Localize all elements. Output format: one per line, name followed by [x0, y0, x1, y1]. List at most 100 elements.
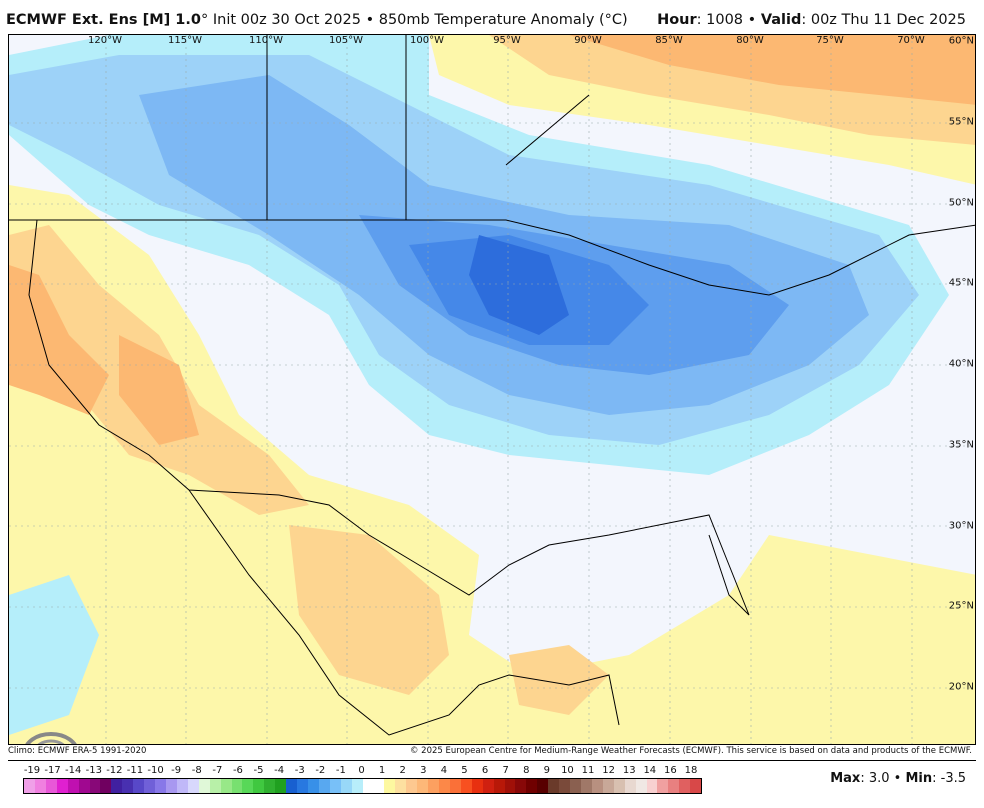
colorbar-label: 14 [643, 765, 657, 776]
max-min-stats: Max: 3.0 • Min: -3.5 [830, 771, 966, 786]
hour-label: Hour [657, 12, 697, 28]
colorbar-swatch [668, 779, 680, 793]
map-shading [9, 35, 975, 744]
colorbar-swatch [471, 779, 483, 793]
colorbar-label: 7 [502, 765, 509, 776]
colorbar-swatch [24, 779, 35, 793]
copyright-note: © 2025 European Centre for Medium-Range … [409, 746, 972, 756]
colorbar-swatch [537, 779, 549, 793]
colorbar-swatch [329, 779, 341, 793]
colorbar-swatch [570, 779, 582, 793]
colorbar-swatch [318, 779, 330, 793]
colorbar-label: 9 [543, 765, 551, 776]
colorbar-label: 3 [420, 765, 427, 776]
colorbar-swatch [45, 779, 57, 793]
cold-anomaly-blue5 [469, 235, 569, 335]
colorbar-swatch [591, 779, 603, 793]
colorbar-label: 13 [622, 765, 636, 776]
colorbar-label: 18 [684, 765, 698, 776]
latitude-label: 40°N [948, 358, 974, 370]
colorbar-swatch [220, 779, 232, 793]
colorbar-label: 4 [440, 765, 448, 776]
longitude-label: 75°W [816, 35, 844, 46]
colorbar-label: -13 [85, 765, 102, 776]
hour-value: : 1008 • [696, 12, 761, 28]
longitude-label: 105°W [329, 35, 363, 46]
colorbar-swatch [679, 779, 691, 793]
colorbar-swatch [122, 779, 134, 793]
colorbar-swatch [624, 779, 636, 793]
colorbar-swatch [34, 779, 46, 793]
longitude-label: 115°W [168, 35, 202, 46]
latitude-label: 45°N [948, 277, 974, 289]
longitude-label: 110°W [249, 35, 283, 46]
colorbar-label: 0 [358, 765, 365, 776]
colorbar-swatch [253, 779, 265, 793]
longitude-label: 100°W [410, 35, 444, 46]
colorbar-swatch [439, 779, 450, 793]
colorbar-labels: -19 -17 -14 -13 -12 -11 -10 -9 -8 -7 -6 -5 -4 -3 -2 -1 0… [23, 765, 700, 777]
colorbar-swatch [417, 779, 429, 793]
divider [8, 760, 976, 761]
colorbar-label: -6 [232, 765, 243, 776]
model-name: ECMWF Ext. Ens [M] 1.0 [6, 12, 201, 28]
colorbar-label: -8 [191, 765, 202, 776]
colorbar-swatch [100, 779, 112, 793]
colorbar-swatch [187, 779, 199, 793]
longitude-label: 95°W [493, 35, 521, 46]
colorbar-swatch [78, 779, 90, 793]
colorbar-label: 5 [461, 765, 468, 776]
colorbar-swatch [515, 779, 527, 793]
colorbar-swatch [165, 779, 177, 793]
warm-anomaly-north-core [569, 35, 975, 105]
colorbar-swatch [198, 779, 210, 793]
colorbar-swatch [602, 779, 614, 793]
longitude-label: 70°W [897, 35, 925, 46]
degree-symbol: ° [201, 12, 209, 28]
colorbar-swatch [559, 779, 571, 793]
colorbar-swatch [176, 779, 188, 793]
warm-anomaly-west-orange [9, 225, 609, 715]
latitude-label: 30°N [948, 520, 974, 531]
colorbar-swatch [275, 779, 287, 793]
colorbar-swatch [264, 779, 276, 793]
chart-title: ECMWF Ext. Ens [M] 1.0° Init 00z 30 Oct … [6, 12, 628, 28]
colorbar-swatch [286, 779, 298, 793]
colorbar-label: -11 [126, 765, 144, 776]
colorbar-swatch [144, 779, 156, 793]
colorbar-swatch [581, 779, 592, 793]
colorbar [23, 778, 702, 794]
colorbar-label: -10 [147, 765, 164, 776]
colorbar-swatch [460, 779, 472, 793]
colorbar-swatch [406, 779, 418, 793]
colorbar-swatch [67, 779, 79, 793]
colorbar-swatch [657, 779, 669, 793]
colorbar-label: 2 [399, 765, 406, 776]
colorbar-swatch [526, 779, 538, 793]
init-text: Init 00z 30 Oct 2025 • 850mb Temperature… [208, 12, 628, 28]
colorbar-swatch [362, 779, 374, 793]
colorbar-swatch [482, 779, 494, 793]
max-value: : 3.0 • [860, 771, 906, 786]
colorbar-swatch [690, 779, 702, 793]
colorbar-swatch [56, 779, 68, 793]
colorbar-swatch [646, 779, 658, 793]
latitude-label: 50°N [948, 197, 974, 208]
weatherbell-logo: WeatherBELL [25, 732, 77, 744]
colorbar-label: -9 [171, 765, 182, 776]
valid-label: Valid [760, 12, 802, 28]
colorbar-label: 1 [378, 765, 386, 776]
warm-anomaly-west-core [9, 265, 199, 445]
latitude-label: 25°N [948, 600, 974, 612]
min-value: : -3.5 [932, 771, 966, 786]
climo-note: Climo: ECMWF ERA-5 1991-2020 [8, 746, 147, 756]
colorbar-label: 16 [664, 765, 677, 776]
colorbar-label: -12 [106, 765, 123, 776]
political-borders [9, 35, 975, 736]
colorbar-swatch [449, 779, 461, 793]
longitude-label: 120°W [88, 35, 122, 46]
colorbar-swatch [428, 779, 440, 793]
colorbar-swatch [231, 779, 243, 793]
colorbar-swatch [384, 779, 396, 793]
colorbar-swatch [373, 779, 385, 793]
